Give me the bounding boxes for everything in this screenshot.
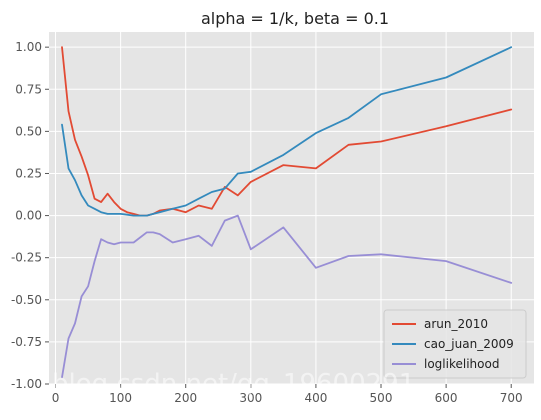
legend-label-cao_juan_2009: cao_juan_2009 bbox=[424, 337, 514, 351]
y-axis-ticks: -1.00 -0.75 -0.50 -0.25 0.00 0.25 0.50 0.75 1.00 bbox=[11, 40, 49, 391]
x-tick-label: 700 bbox=[500, 391, 523, 405]
y-tick-label: -0.75 bbox=[11, 335, 42, 349]
y-tick-label: 0.50 bbox=[15, 124, 42, 138]
x-tick-label: 400 bbox=[304, 391, 327, 405]
legend: arun_2010 cao_juan_2009 loglikelihood bbox=[383, 309, 527, 379]
legend-box bbox=[383, 309, 527, 379]
watermark-text: blog.csdn.net/qq_19600291 bbox=[52, 369, 415, 399]
y-tick-label: 0.25 bbox=[15, 166, 42, 180]
series-lines bbox=[61, 46, 513, 379]
y-tick-label: -1.00 bbox=[11, 377, 42, 391]
legend-label-arun_2010: arun_2010 bbox=[424, 317, 488, 331]
x-tick-label: 100 bbox=[109, 391, 132, 405]
y-tick-label: 1.00 bbox=[15, 40, 42, 54]
series-line-loglikelihood bbox=[61, 214, 513, 379]
x-tick-label: 200 bbox=[174, 391, 197, 405]
x-tick-label: 500 bbox=[370, 391, 393, 405]
x-axis-ticks: 0 100 200 300 400 500 600 700 bbox=[52, 384, 523, 405]
chart-title: alpha = 1/k, beta = 0.1 bbox=[201, 9, 389, 28]
y-tick-label: 0.00 bbox=[15, 209, 42, 223]
series-line-cao_juan_2009 bbox=[61, 46, 513, 217]
watermark: blog.csdn.net/qq_19600291 @稀土掘金技术社区 bbox=[52, 369, 517, 417]
y-tick-label: -0.25 bbox=[11, 251, 42, 265]
x-tick-label: 600 bbox=[435, 391, 458, 405]
watermark-credit: @稀土掘金技术社区 bbox=[418, 403, 517, 417]
y-tick-label: -0.50 bbox=[11, 293, 42, 307]
x-tick-label: 300 bbox=[239, 391, 262, 405]
y-tick-label: 0.75 bbox=[15, 82, 42, 96]
x-tick-label: 0 bbox=[52, 391, 60, 405]
legend-label-loglikelihood: loglikelihood bbox=[424, 357, 499, 371]
